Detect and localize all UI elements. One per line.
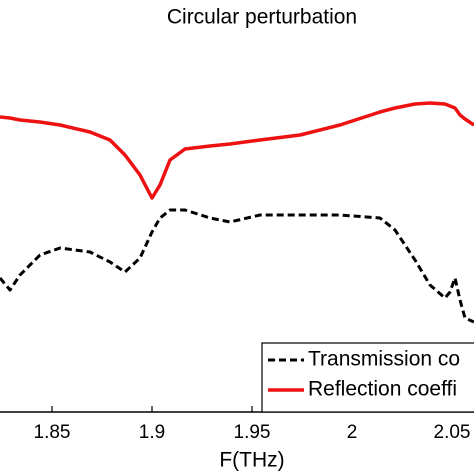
series-line xyxy=(0,101,474,200)
series-line xyxy=(0,208,474,324)
legend-box xyxy=(261,342,474,413)
chart-title: Circular perturbation xyxy=(167,6,357,29)
x-tick-label: 2.05 xyxy=(434,422,471,443)
legend-label: Transmission co xyxy=(308,348,460,371)
x-tick-label: 1.95 xyxy=(234,422,271,443)
x-tick-label: 1.85 xyxy=(34,422,71,443)
x-tick-label: 1.9 xyxy=(139,422,165,443)
x-tick-label: 2 xyxy=(347,422,358,443)
legend-label: Reflection coeffi xyxy=(308,378,457,401)
x-axis-label: F(THz) xyxy=(219,449,284,472)
